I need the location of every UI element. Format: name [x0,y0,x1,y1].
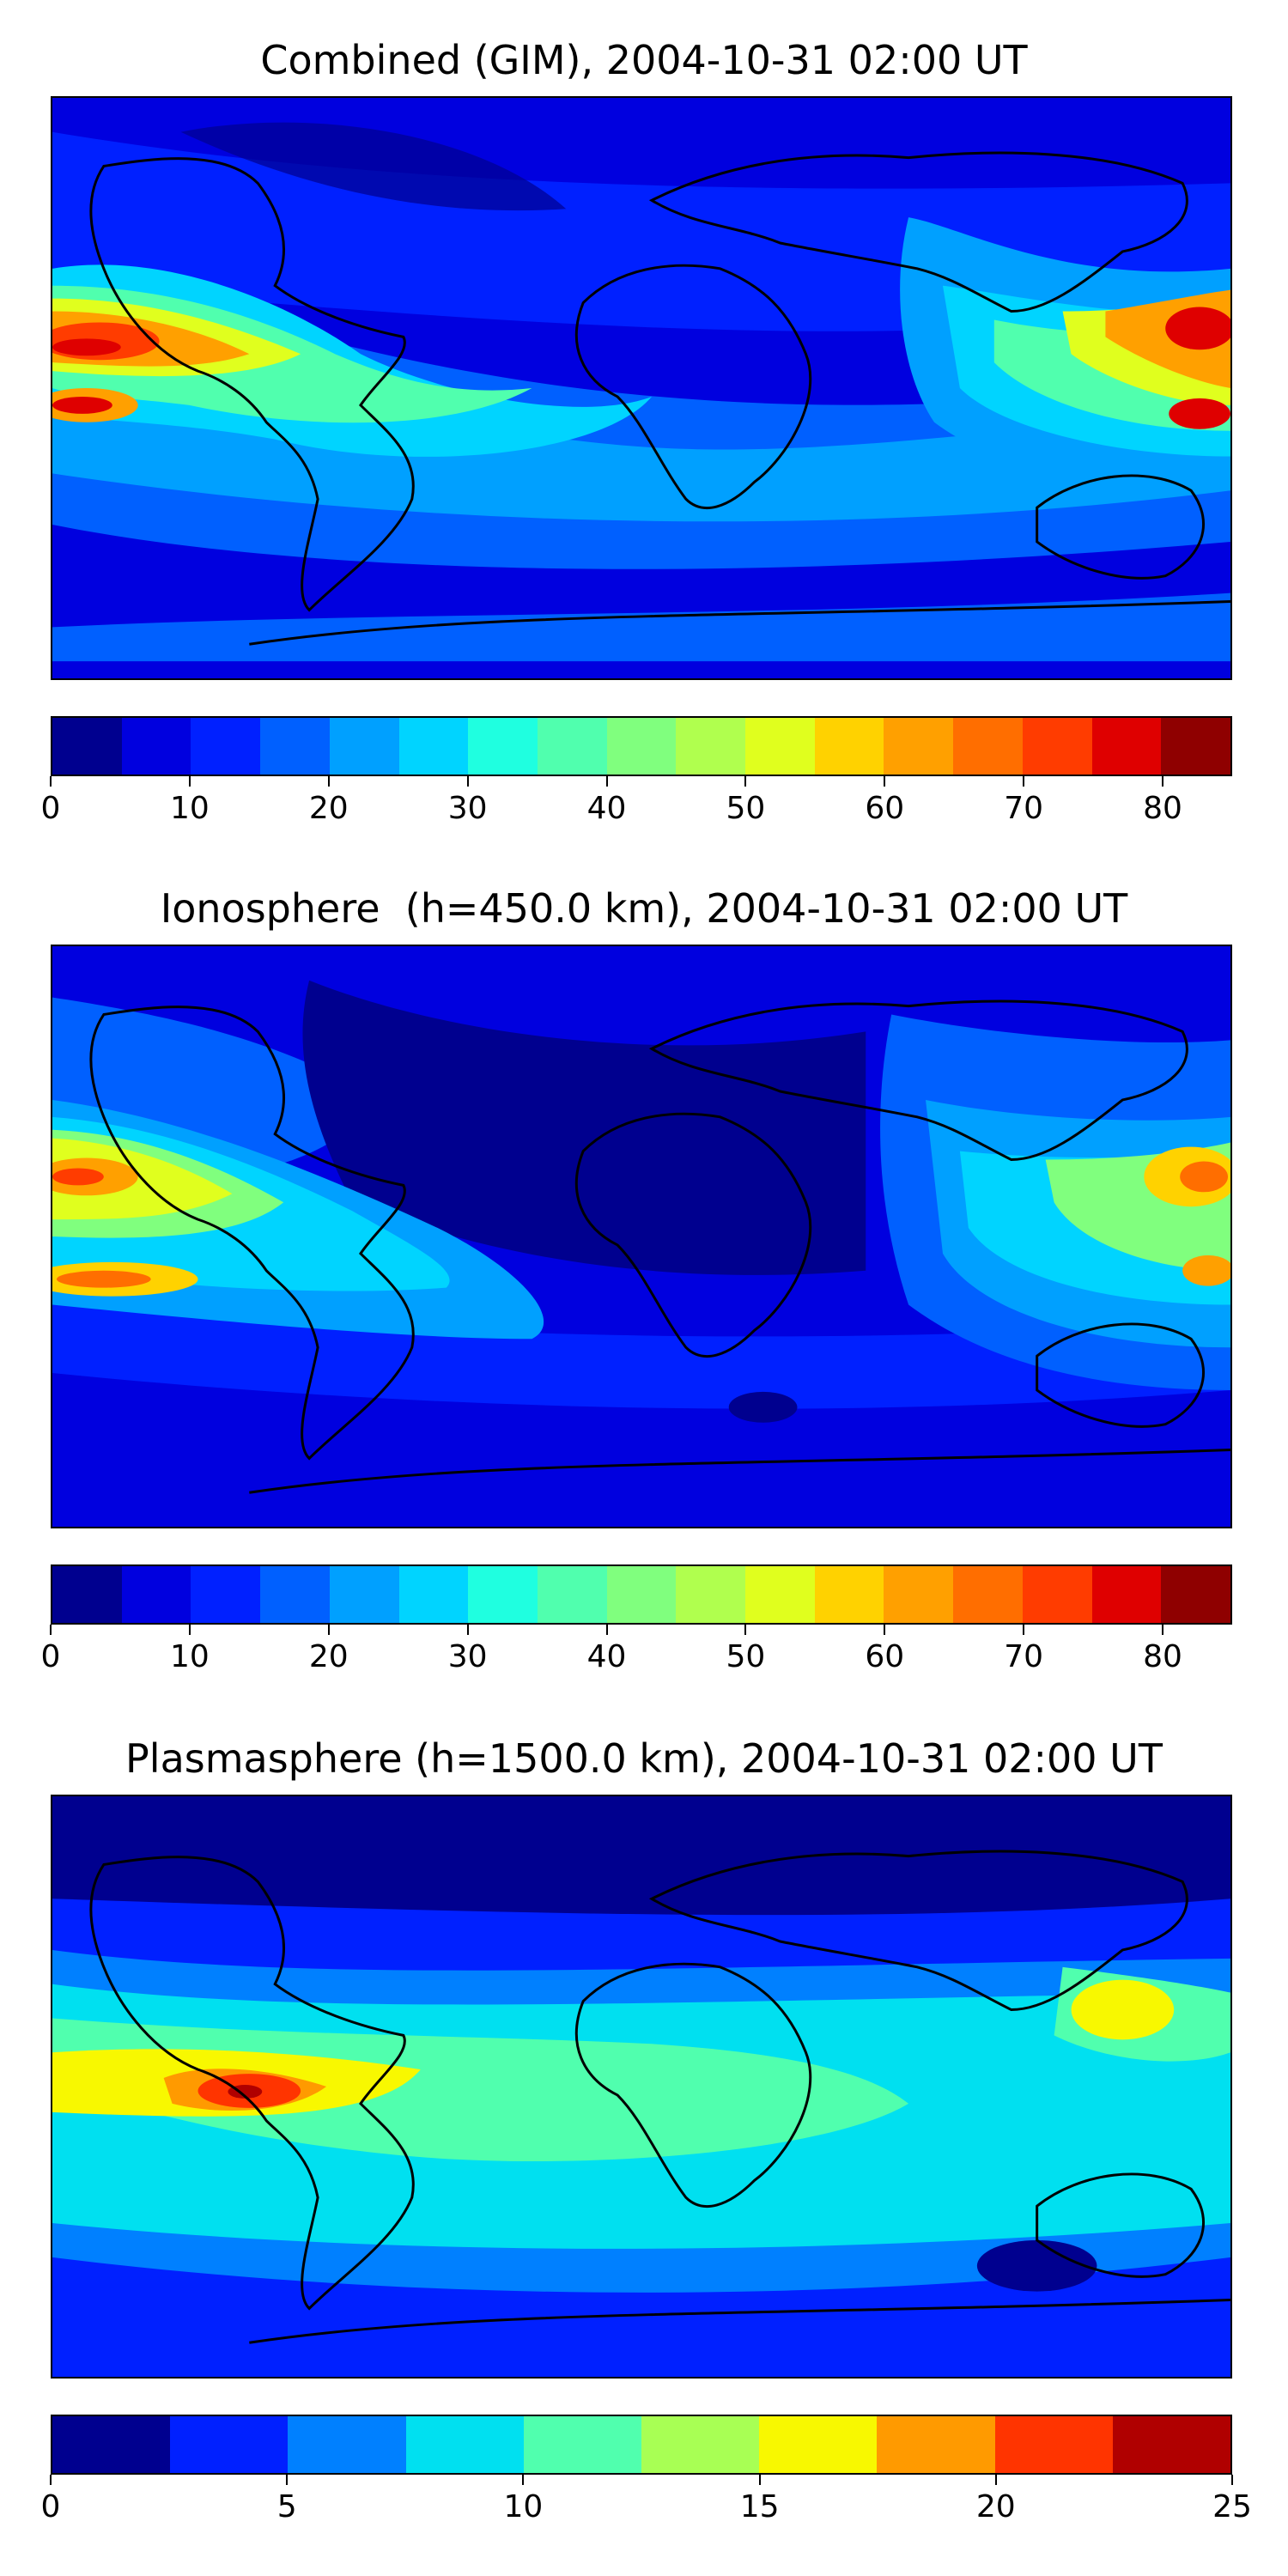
colorbar-tick-label: 60 [865,1639,905,1674]
colorbar-segment [398,718,469,775]
colorbar-segment [260,718,330,775]
colorbar-segment [191,718,261,775]
colorbar-tick-label: 60 [865,791,905,826]
colorbar-ticks-plasmasphere: 0 5 10 15 20 25 [41,2475,1252,2526]
colorbar-segment [121,718,191,775]
colorbar-tick-label: 50 [726,791,766,826]
colorbar-segment [468,1566,538,1623]
colorbar-plasmasphere [51,2415,1232,2475]
colorbar-segment [1022,1566,1092,1623]
colorbar-segment [191,1566,261,1623]
colorbar-tick-label: 0 [40,2489,61,2524]
colorbar-tick-label: 0 [40,1639,61,1674]
colorbar-segment [523,2416,642,2473]
map-combined [51,96,1232,680]
colorbar-segment [121,1566,191,1623]
colorbar-tick-label: 70 [1004,791,1044,826]
colorbar-tick-label: 40 [586,1639,627,1674]
colorbar-segment [52,2416,171,2473]
colorbar-tick-label: 0 [40,791,61,826]
map-ionosphere [51,945,1232,1528]
colorbar-segment [745,718,815,775]
colorbar-segment [170,2416,289,2473]
map-canvas-plasmasphere [52,1796,1230,2377]
colorbar-segment [329,718,399,775]
colorbar-tick-label: 30 [447,1639,488,1674]
colorbar-segment [1022,718,1092,775]
colorbar-segment [953,718,1023,775]
colorbar-segment [1161,718,1230,775]
panel-title-combined: Combined (GIM), 2004-10-31 02:00 UT [260,37,1028,83]
colorbar-segment [260,1566,330,1623]
colorbar-segment [288,2416,406,2473]
colorbar-segment [877,2416,995,2473]
colorbar-tick-label: 40 [586,791,627,826]
colorbar-ionosphere [51,1564,1232,1625]
colorbar-ticks-combined: 0 10 20 30 40 50 60 70 80 [41,776,1232,828]
colorbar-tick-label: 50 [726,1639,766,1674]
panel-title-ionosphere: Ionosphere (h=450.0 km), 2004-10-31 02:0… [160,885,1128,932]
colorbar-segment [398,1566,469,1623]
colorbar-tick-label: 20 [975,2489,1016,2524]
colorbar-tick-label: 10 [503,2489,544,2524]
colorbar-segment [884,718,954,775]
colorbar-segment [537,718,607,775]
colorbar-tick-label: 10 [169,791,210,826]
colorbar-tick-label: 80 [1143,1639,1182,1674]
colorbar-segment [676,1566,746,1623]
colorbar-segment [676,718,746,775]
panel-title-plasmasphere: Plasmasphere (h=1500.0 km), 2004-10-31 0… [125,1735,1163,1782]
colorbar-tick-label: 15 [739,2489,780,2524]
colorbar-segment [606,718,677,775]
colorbar-segment [953,1566,1023,1623]
colorbar-segment [468,718,538,775]
colorbar-segment [405,2416,524,2473]
colorbar-tick-label: 5 [276,2489,297,2524]
colorbar-combined [51,716,1232,776]
colorbar-tick-label: 25 [1212,2489,1252,2524]
colorbar-tick-label: 20 [308,1639,349,1674]
colorbar-segment [1091,718,1162,775]
colorbar-segment [745,1566,815,1623]
colorbar-segment [759,2416,878,2473]
map-canvas-combined [52,98,1230,678]
colorbar-segment [884,1566,954,1623]
colorbar-segment [641,2416,760,2473]
colorbar-segment [52,718,122,775]
colorbar-tick-label: 30 [447,791,488,826]
colorbar-tick-label: 80 [1143,791,1182,826]
colorbar-tick-label: 10 [169,1639,210,1674]
colorbar-ticks-ionosphere: 0 10 20 30 40 50 60 70 80 [41,1625,1232,1676]
colorbar-segment [1091,1566,1162,1623]
colorbar-segment [52,1566,122,1623]
colorbar-segment [1161,1566,1230,1623]
colorbar-segment [537,1566,607,1623]
colorbar-tick-label: 70 [1004,1639,1044,1674]
colorbar-segment [994,2416,1113,2473]
colorbar-segment [606,1566,677,1623]
map-plasmasphere [51,1795,1232,2379]
colorbar-segment [1112,2416,1231,2473]
colorbar-segment [814,1566,884,1623]
map-canvas-ionosphere [52,946,1230,1527]
colorbar-tick-label: 20 [308,791,349,826]
colorbar-segment [329,1566,399,1623]
colorbar-segment [814,718,884,775]
